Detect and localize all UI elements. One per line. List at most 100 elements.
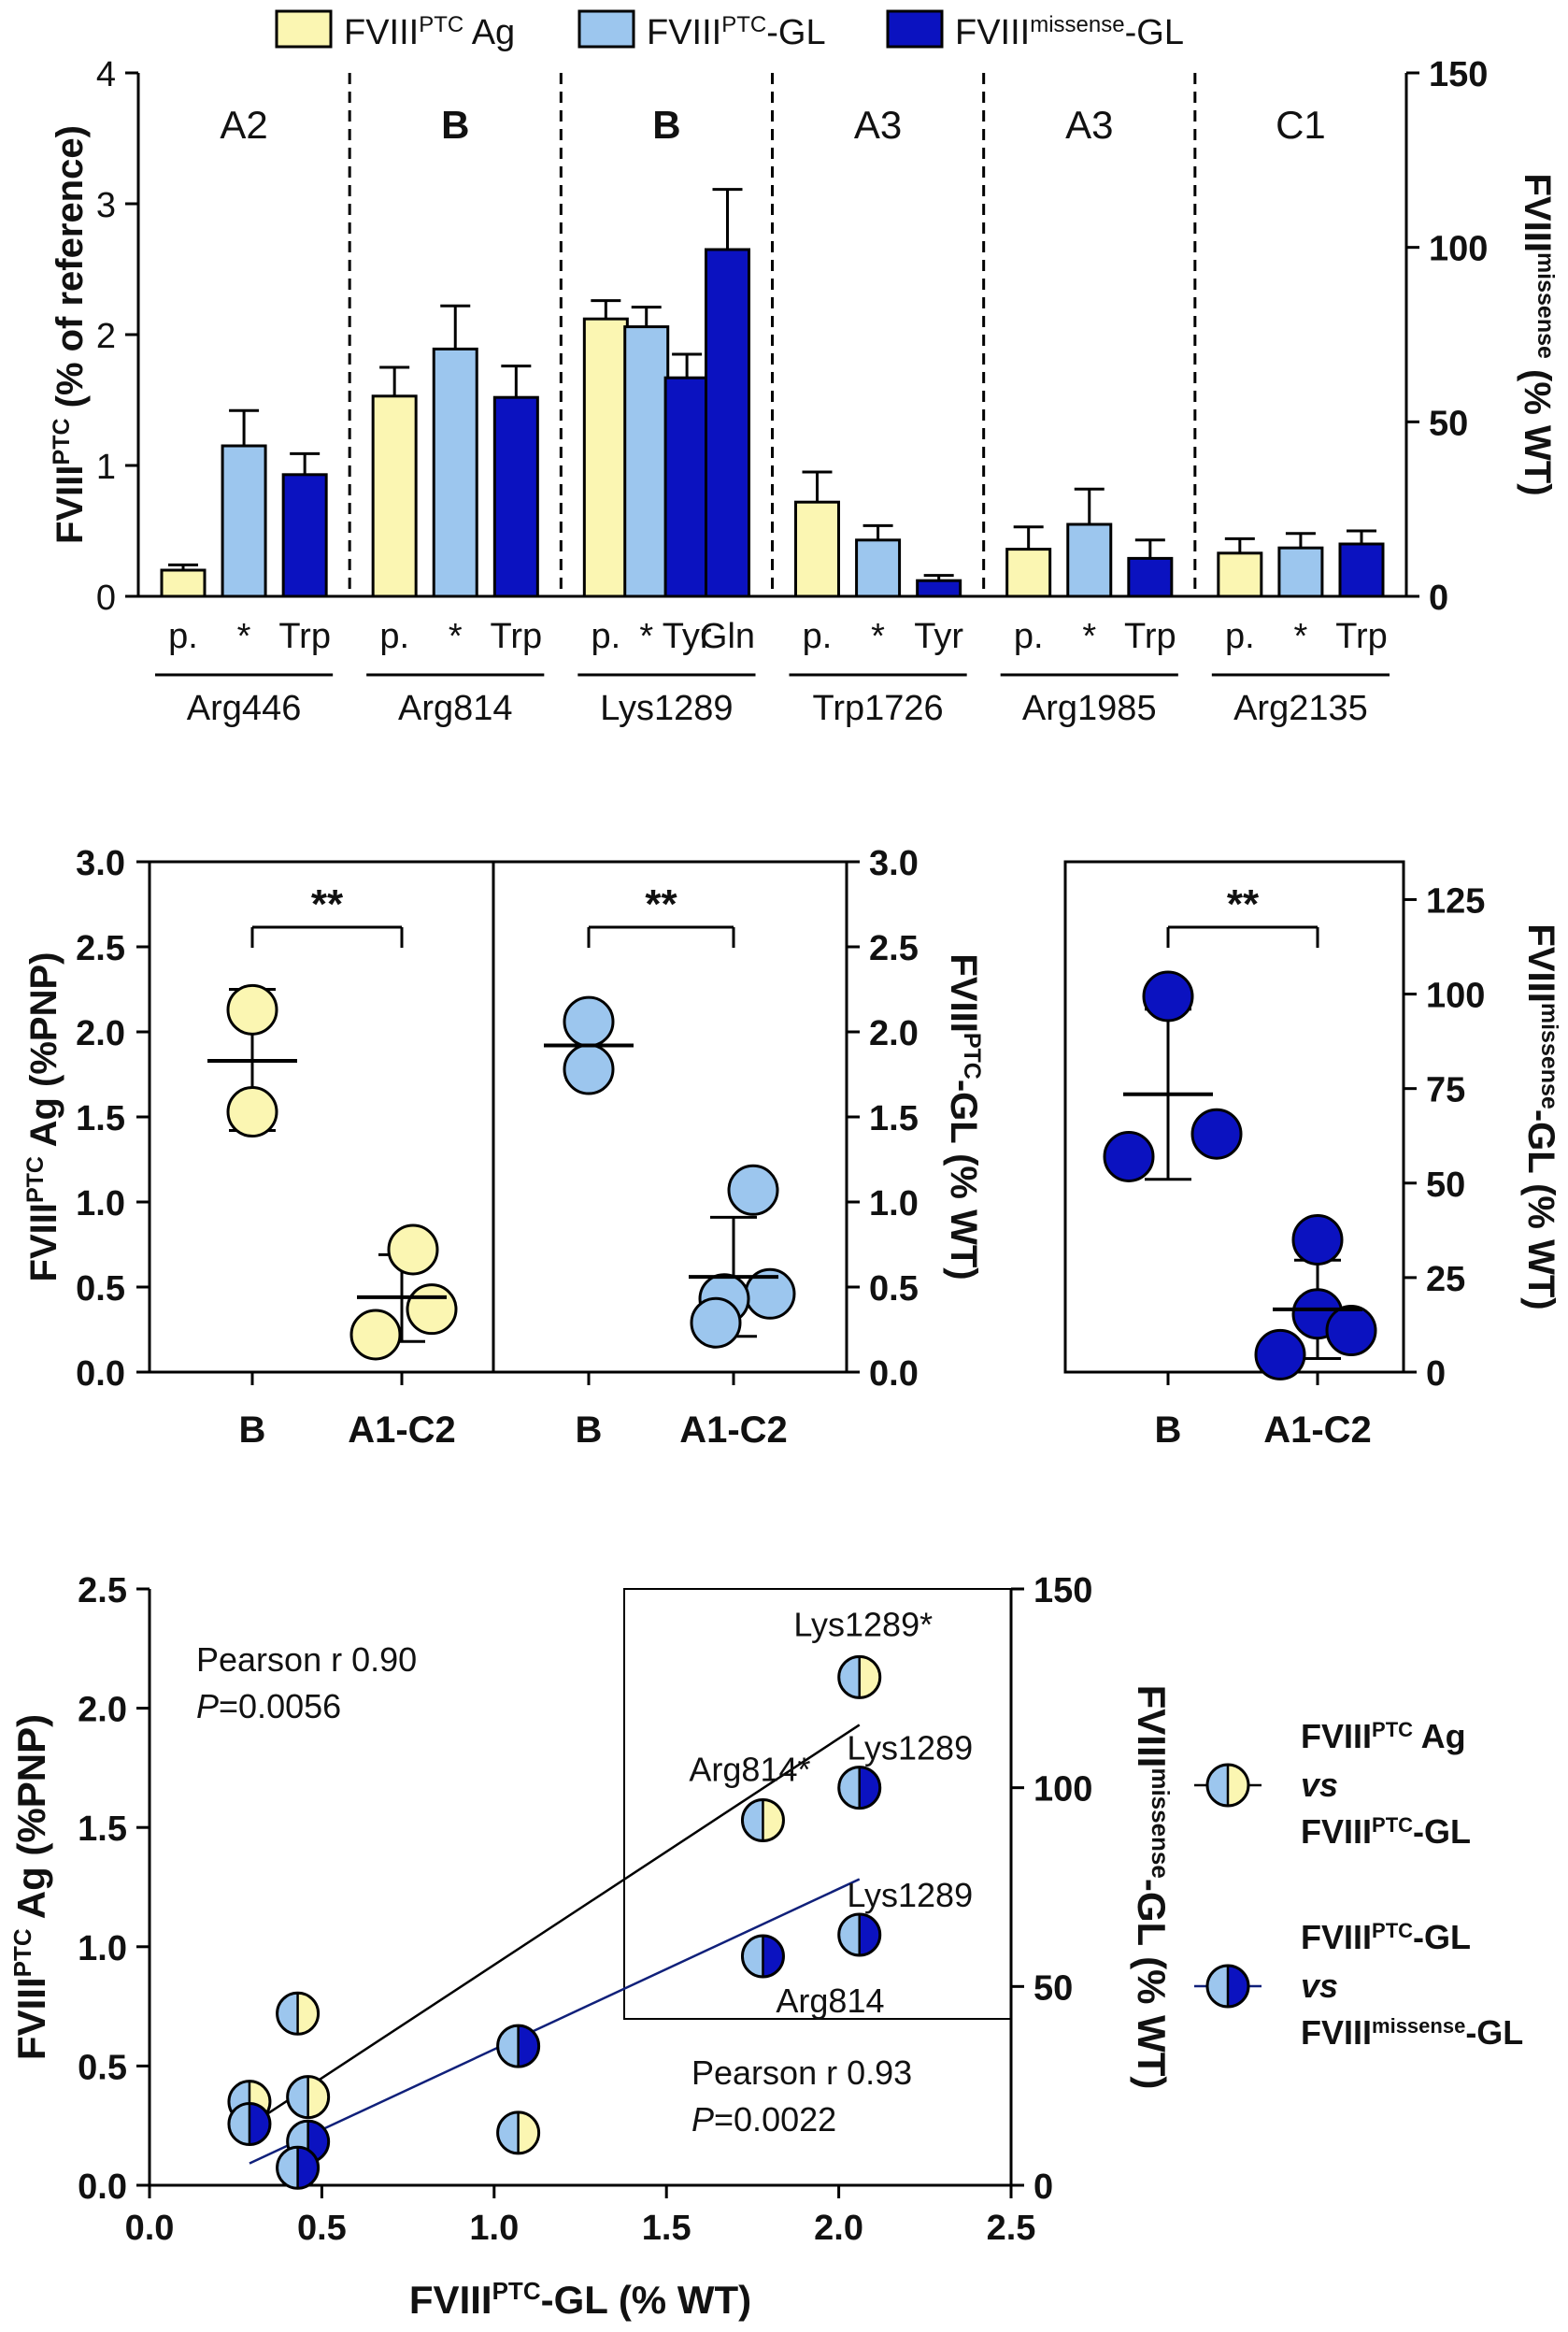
sig-label: ** bbox=[645, 881, 677, 927]
bar-label: Trp bbox=[1335, 617, 1388, 656]
legend-item-missense_gl: FVIIImissense-GL bbox=[886, 9, 1184, 52]
group-name: Arg2135 bbox=[1233, 689, 1368, 728]
y2-tick-label: 0.0 bbox=[869, 1354, 919, 1394]
y3-tick-label: 0 bbox=[1426, 1354, 1446, 1394]
inset-box bbox=[623, 1588, 1012, 2020]
dot-right-half bbox=[859, 1656, 880, 1698]
panel-a: 0 1 2 3 4 0 50 100 150 FVIIIPTC (% of reference) F… bbox=[49, 55, 1559, 728]
dot-left-half bbox=[277, 1993, 298, 2035]
dot-group-B: B bbox=[207, 983, 297, 1451]
legend-item-ptc_gl: FVIIIPTC-GL bbox=[577, 9, 826, 53]
y3-tick-label: 100 bbox=[1426, 977, 1485, 1016]
dot-left-half bbox=[742, 1799, 763, 1841]
y-tick-label: 1.5 bbox=[76, 1099, 125, 1138]
bar-label: p. bbox=[379, 617, 409, 656]
group-name: Arg814 bbox=[398, 689, 513, 728]
dot-group-A1-C2: A1-C2 bbox=[348, 1223, 458, 1451]
data-point bbox=[226, 983, 278, 1036]
panel-panel-b-ag: ** B A1-C2 bbox=[207, 881, 458, 1451]
y2-tick-label: 2.0 bbox=[869, 1014, 919, 1053]
category-label: B bbox=[239, 1409, 266, 1451]
bar-ag bbox=[160, 568, 207, 598]
domain-label: A3 bbox=[854, 103, 902, 147]
data-point bbox=[349, 1309, 402, 1361]
bar-label: * bbox=[449, 617, 463, 656]
legend-line1: FVIIIPTC-GL bbox=[1301, 1918, 1471, 1956]
domain-label: B bbox=[441, 103, 469, 147]
bar-missense_gl bbox=[1127, 556, 1174, 598]
dot-right-half bbox=[763, 1936, 784, 1978]
dot-left-half bbox=[838, 1656, 860, 1698]
panel-c-legend-gl_vs_missense: FVIIIPTC-GL vs FVIIImissense-GL bbox=[1194, 1918, 1523, 2052]
data-point bbox=[387, 1223, 439, 1276]
y-tick-label: 2.5 bbox=[76, 929, 125, 968]
panel-c-legend-ag_vs_gl: FVIIIPTC Ag vs FVIIIPTC-GL bbox=[1194, 1717, 1471, 1851]
legend-label: FVIIIPTC Ag bbox=[344, 12, 515, 53]
legend-line2: FVIIImissense-GL bbox=[1301, 2013, 1523, 2052]
bar-ptc_gl bbox=[623, 325, 670, 598]
y3-tick-label: 25 bbox=[1426, 1260, 1465, 1299]
legend-dot bbox=[1205, 1763, 1250, 1808]
fit-line-missense bbox=[249, 1878, 861, 2165]
panel-panel-b-gl: ** B A1-C2 bbox=[544, 881, 796, 1451]
y-tick-label: 0.0 bbox=[76, 1354, 125, 1394]
bar-group-Trp1726: p. * Tyr Trp1726 A3 bbox=[789, 103, 967, 728]
bar-label: p. bbox=[591, 617, 620, 656]
legend-swatch bbox=[275, 9, 333, 49]
y-tick-label: 4 bbox=[96, 55, 116, 94]
group-name: Lys1289 bbox=[600, 689, 733, 728]
dot-left-half bbox=[838, 1914, 860, 1956]
bar-label: p. bbox=[1225, 617, 1255, 656]
y-tick-label: 1.0 bbox=[76, 1184, 125, 1223]
y2-tick-label: 50 bbox=[1429, 404, 1468, 443]
bar-label: Gln bbox=[700, 617, 755, 656]
bar-label: * bbox=[639, 617, 653, 656]
domain-label: A2 bbox=[220, 103, 267, 147]
bar-missense_gl bbox=[663, 376, 710, 598]
y2-tick-label: 50 bbox=[1033, 1968, 1073, 2008]
legend-line1: FVIIIPTC Ag bbox=[1301, 1717, 1466, 1755]
bar-label: * bbox=[1082, 617, 1096, 656]
dot-group-B: B bbox=[1103, 970, 1243, 1451]
data-point bbox=[1190, 1108, 1243, 1160]
dot-right-half bbox=[518, 2025, 539, 2067]
y2-tick-label: 0.5 bbox=[869, 1269, 919, 1309]
y-tick-label: 0.5 bbox=[76, 1269, 125, 1309]
group-name: Trp1726 bbox=[813, 689, 944, 728]
bar-missense_gl bbox=[705, 248, 750, 598]
dot-right-half bbox=[307, 2121, 329, 2163]
point-ag-vs-gl bbox=[496, 2110, 541, 2155]
point-label: Lys1289* bbox=[793, 1605, 933, 1643]
point-ag-vs-gl bbox=[740, 1798, 785, 1843]
dot-left-half bbox=[1207, 1966, 1228, 2007]
x-tick-label: 0.5 bbox=[297, 2209, 347, 2248]
bar-ptc_gl bbox=[1066, 522, 1113, 598]
y-axis-title: FVIIIPTC (% of reference) bbox=[49, 125, 91, 544]
dot-group-A1-C2: A1-C2 bbox=[1254, 1213, 1377, 1451]
bar-label: Trp bbox=[278, 617, 331, 656]
bar-label: Trp bbox=[491, 617, 543, 656]
bar-group-Arg1985: p. * Trp Arg1985 A3 bbox=[1000, 103, 1178, 728]
y-tick-label: 0 bbox=[96, 579, 116, 618]
bar-label: Tyr bbox=[663, 617, 712, 656]
dot-left-half bbox=[287, 2076, 308, 2118]
panel-panel-b-missense: ** B A1-C2 bbox=[1103, 881, 1377, 1451]
y3-tick-label: 125 bbox=[1426, 881, 1485, 921]
bar-missense_gl bbox=[916, 579, 962, 598]
y-tick-label: 1.5 bbox=[78, 1810, 127, 1849]
dot-left-half bbox=[228, 2103, 249, 2145]
bar-label: p. bbox=[1014, 617, 1044, 656]
group-name: Arg446 bbox=[187, 689, 302, 728]
point-gl-vs-missense bbox=[837, 1766, 882, 1810]
bar-missense_gl bbox=[281, 473, 328, 598]
dot-group-A1-C2: A1-C2 bbox=[679, 1164, 796, 1451]
legend-label: FVIIIPTC-GL bbox=[647, 12, 826, 53]
bar-label: * bbox=[237, 617, 251, 656]
point-label: Lys1289 bbox=[847, 1729, 973, 1767]
legend-vs: vs bbox=[1301, 1967, 1338, 2005]
category-label: A1-C2 bbox=[679, 1409, 788, 1451]
dot-left-half bbox=[1207, 1765, 1228, 1806]
y2-tick-label: 0 bbox=[1033, 2167, 1053, 2207]
data-point bbox=[406, 1283, 458, 1336]
